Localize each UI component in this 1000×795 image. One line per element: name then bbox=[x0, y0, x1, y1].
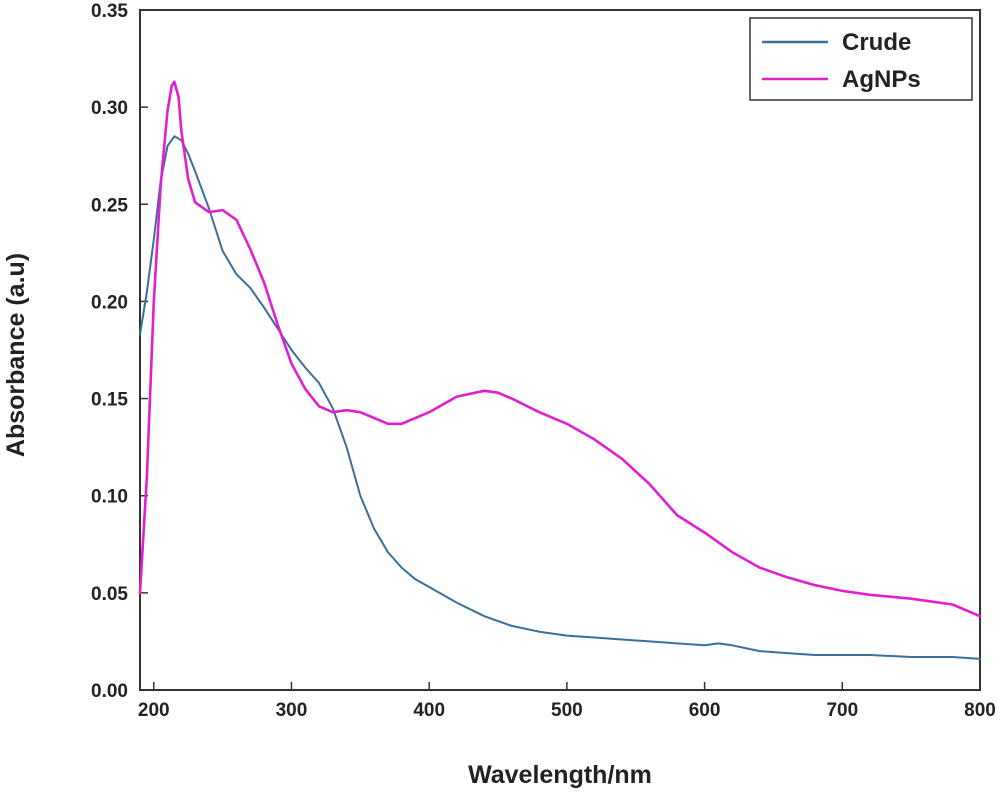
legend-label-crude: Crude bbox=[842, 29, 911, 56]
series-lines bbox=[138, 80, 982, 660]
y-tick-label: 0.25 bbox=[91, 195, 128, 216]
x-tick-label: 300 bbox=[276, 700, 308, 721]
x-tick-label: 500 bbox=[551, 700, 583, 721]
x-axis-title: Wavelength/nm bbox=[468, 761, 652, 789]
y-tick-label: 0.30 bbox=[91, 98, 128, 119]
x-tick-label: 400 bbox=[413, 700, 445, 721]
y-tick-label: 0.00 bbox=[91, 681, 128, 702]
x-tick-label: 800 bbox=[964, 700, 996, 721]
legend-box bbox=[749, 17, 973, 101]
legend-label-agnps: AgNPs bbox=[842, 66, 921, 93]
y-tick-label: 0.15 bbox=[91, 390, 128, 411]
y-tick-label: 0.05 bbox=[91, 584, 128, 605]
series-line-agnps bbox=[138, 80, 982, 618]
legend: Crude AgNPs bbox=[749, 17, 973, 101]
series-line-crude bbox=[139, 135, 981, 660]
axis-ticks: 200 300 400 500 600 700 800 0.00 0.05 0.10 0.15 0.2… bbox=[91, 1, 996, 721]
y-tick-label: 0.35 bbox=[91, 1, 128, 22]
x-tick-label: 600 bbox=[689, 700, 721, 721]
x-tick-label: 200 bbox=[138, 700, 170, 721]
y-tick-label: 0.10 bbox=[91, 487, 128, 508]
y-tick-label: 0.20 bbox=[91, 292, 128, 313]
plot-frame bbox=[139, 9, 981, 691]
y-axis-title: Absorbance (a.u) bbox=[2, 253, 30, 457]
x-tick-label: 700 bbox=[826, 700, 858, 721]
